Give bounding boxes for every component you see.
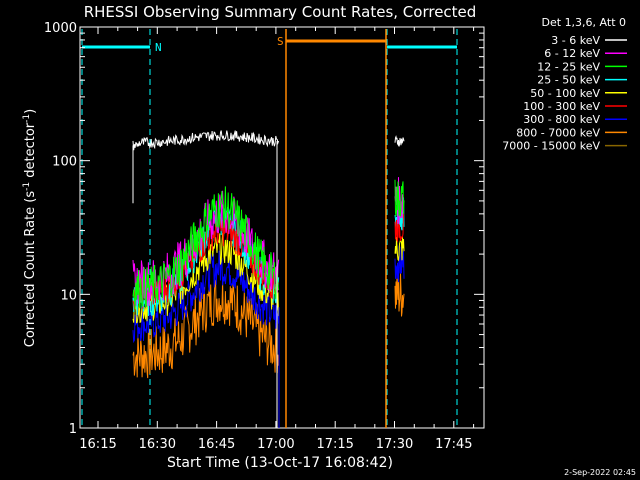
legend-header: Det 1,3,6, Att 0	[542, 16, 626, 29]
series-2	[132, 186, 280, 310]
series-5-late	[394, 211, 405, 243]
series-7	[132, 278, 280, 379]
x-axis-label: Start Time (13-Oct-17 16:08:42)	[167, 455, 393, 471]
legend-label: 300 - 800 keV	[523, 113, 600, 126]
legend-label: 6 - 12 keV	[544, 47, 600, 60]
annotation-s: S	[277, 35, 284, 48]
y-tick-label: 100	[52, 155, 77, 170]
y-tick-label: 10	[60, 288, 77, 303]
y-tick-labels: 1 10 100 1000	[44, 21, 77, 437]
y-label-sup2: -1	[22, 114, 32, 123]
y-axis-label: Corrected Count Rate (s-1 detector-1)	[22, 109, 38, 347]
legend-label: 800 - 7000 keV	[516, 126, 600, 139]
y-label-mid: detector	[23, 122, 38, 182]
legend-label: 100 - 300 keV	[523, 100, 600, 113]
y-label-end: )	[23, 109, 38, 114]
x-tick-label: 16:30	[139, 437, 176, 452]
x-tick-label: 16:15	[79, 437, 116, 452]
y-label-sup1: -1	[22, 182, 32, 191]
x-tick-label: 17:45	[435, 437, 472, 452]
series-2-late	[394, 179, 405, 217]
x-tick-labels: 16:15 16:30 16:45 17:00 17:15 17:30 17:45	[79, 437, 472, 452]
footer-timestamp: 2-Sep-2022 02:45	[564, 468, 636, 477]
legend-label: 50 - 100 keV	[530, 87, 600, 100]
chart-title: RHESSI Observing Summary Count Rates, Co…	[84, 3, 477, 21]
series-0-late	[394, 135, 405, 147]
legend-label: 25 - 50 keV	[537, 74, 600, 87]
series-layer	[132, 130, 405, 428]
y-label-main: Corrected Count Rate (s	[23, 191, 38, 348]
annotation-n: N	[155, 41, 162, 54]
y-tick-label: 1000	[44, 21, 77, 36]
legend-label: 7000 - 15000 keV	[502, 140, 600, 153]
x-tick-label: 17:15	[316, 437, 353, 452]
x-tick-label: 17:00	[257, 437, 294, 452]
series-0	[132, 130, 280, 151]
series-7-late	[394, 272, 405, 317]
x-tick-label: 16:45	[198, 437, 235, 452]
plot-frame	[79, 26, 485, 429]
y-tick-label: 1	[69, 422, 77, 437]
legend-label: 3 - 6 keV	[551, 34, 600, 47]
legend-label: 12 - 25 keV	[537, 60, 600, 73]
axis-ticks	[80, 26, 484, 429]
x-tick-label: 17:30	[376, 437, 413, 452]
